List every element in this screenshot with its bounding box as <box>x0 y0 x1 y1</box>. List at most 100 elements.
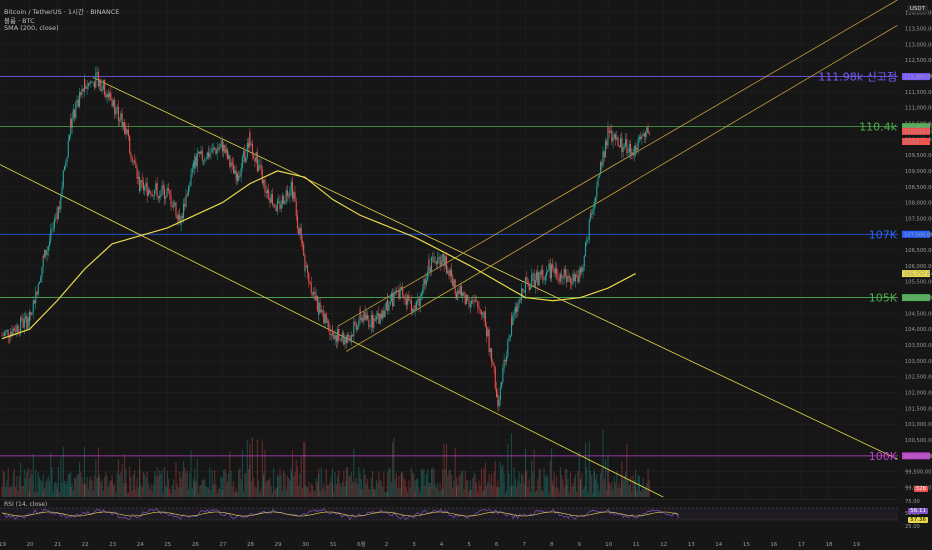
candle-body <box>503 359 505 369</box>
volume-bar <box>80 471 82 497</box>
candle-body <box>397 291 399 292</box>
volume-bar <box>408 480 410 497</box>
volume-bar <box>294 472 296 497</box>
volume-bar <box>531 460 533 497</box>
candle-body <box>439 256 441 267</box>
level-label-111.98k: 111.98k 신고점 <box>818 71 897 84</box>
volume-bar <box>355 477 357 497</box>
candle-body <box>428 259 430 268</box>
level-badge-111.98k: 111,980.00 <box>904 75 932 81</box>
candle-body <box>12 328 14 336</box>
volume-bar <box>647 468 649 497</box>
candle-body <box>179 215 181 222</box>
volume-bar <box>51 467 53 497</box>
level-badge-bg <box>902 73 930 81</box>
candle-body <box>142 182 145 191</box>
volume-badge: 328 <box>913 486 928 492</box>
volume-bar <box>487 481 489 497</box>
candle-body <box>636 147 638 151</box>
candle-body <box>545 271 548 276</box>
candle-body <box>260 164 262 170</box>
candle-body <box>384 309 386 318</box>
volume-bar <box>308 481 310 497</box>
candle-body <box>647 127 649 134</box>
candle-body <box>308 272 310 282</box>
candle-body <box>516 306 518 312</box>
volume-bar <box>122 483 124 497</box>
candle-body <box>172 205 175 207</box>
volume-bar <box>572 482 574 497</box>
volume-bar <box>86 477 88 497</box>
candle-body <box>117 107 119 121</box>
candle-body <box>440 261 442 267</box>
candle-body <box>306 265 309 273</box>
volume-bar <box>185 472 187 497</box>
currency-badge[interactable]: USDT <box>906 5 928 13</box>
x-tick-label: 21 <box>54 542 61 548</box>
candle-body <box>533 273 535 287</box>
candle-body <box>137 176 139 179</box>
volume-bar <box>435 487 438 497</box>
candle-body <box>50 229 52 242</box>
candle-body <box>66 157 68 163</box>
volume-bar <box>204 478 206 497</box>
volume-bar <box>483 468 485 497</box>
candle-body <box>566 281 568 283</box>
volume-bar <box>516 486 518 497</box>
candle-body <box>154 190 156 196</box>
volume-bar <box>167 479 170 497</box>
volume-bar <box>638 475 640 497</box>
volume-bar <box>65 484 67 497</box>
volume-bar <box>445 444 448 497</box>
volume-bar <box>457 484 459 497</box>
volume-bar <box>581 472 583 497</box>
volume-bar <box>579 479 581 497</box>
candle-body <box>246 143 248 158</box>
x-tick-label: 7 <box>522 542 526 548</box>
volume-bar <box>484 462 486 497</box>
volume-bar <box>440 490 442 497</box>
candle-body <box>619 138 622 147</box>
candle-body <box>255 152 257 162</box>
volume-bar <box>235 491 237 497</box>
volume-bar <box>328 485 330 497</box>
volume-bar <box>589 471 592 497</box>
candle-body <box>383 310 385 318</box>
candle-body <box>225 149 227 153</box>
candle-body <box>340 338 342 341</box>
candle-body <box>309 281 311 284</box>
volume-bar <box>320 467 322 497</box>
volume-bar <box>631 491 633 497</box>
candle-body <box>329 328 331 336</box>
volume-bar <box>304 442 306 497</box>
y-tick-label: 99,500.00 <box>905 470 931 476</box>
candle-body <box>163 188 166 199</box>
volume-bar <box>314 491 316 497</box>
volume-bar <box>99 474 101 497</box>
candle-body <box>271 193 273 205</box>
candle-body <box>238 175 240 182</box>
volume-bar <box>220 476 222 497</box>
volume-bar <box>1 486 3 497</box>
volume-bar <box>524 448 526 497</box>
candle-body <box>418 298 420 306</box>
volume-bar <box>334 472 336 497</box>
candle-body <box>25 316 27 319</box>
candle-body <box>129 136 131 153</box>
candle-body <box>79 92 81 107</box>
volume-bar <box>641 490 643 497</box>
volume-bar <box>264 449 266 497</box>
level-badge-bg <box>902 452 930 460</box>
volume-bar <box>423 468 425 497</box>
volume-bar <box>199 485 201 497</box>
rsi-pane: 75.00 50.00 25.00 <box>0 499 920 536</box>
volume-bar <box>337 476 339 497</box>
volume-bar <box>373 489 375 497</box>
volume-bar <box>254 486 256 497</box>
candle-body <box>280 204 282 209</box>
volume-bar <box>201 480 203 497</box>
candle-body <box>587 239 589 241</box>
volume-bar <box>56 488 58 497</box>
volume-bar <box>343 470 345 497</box>
